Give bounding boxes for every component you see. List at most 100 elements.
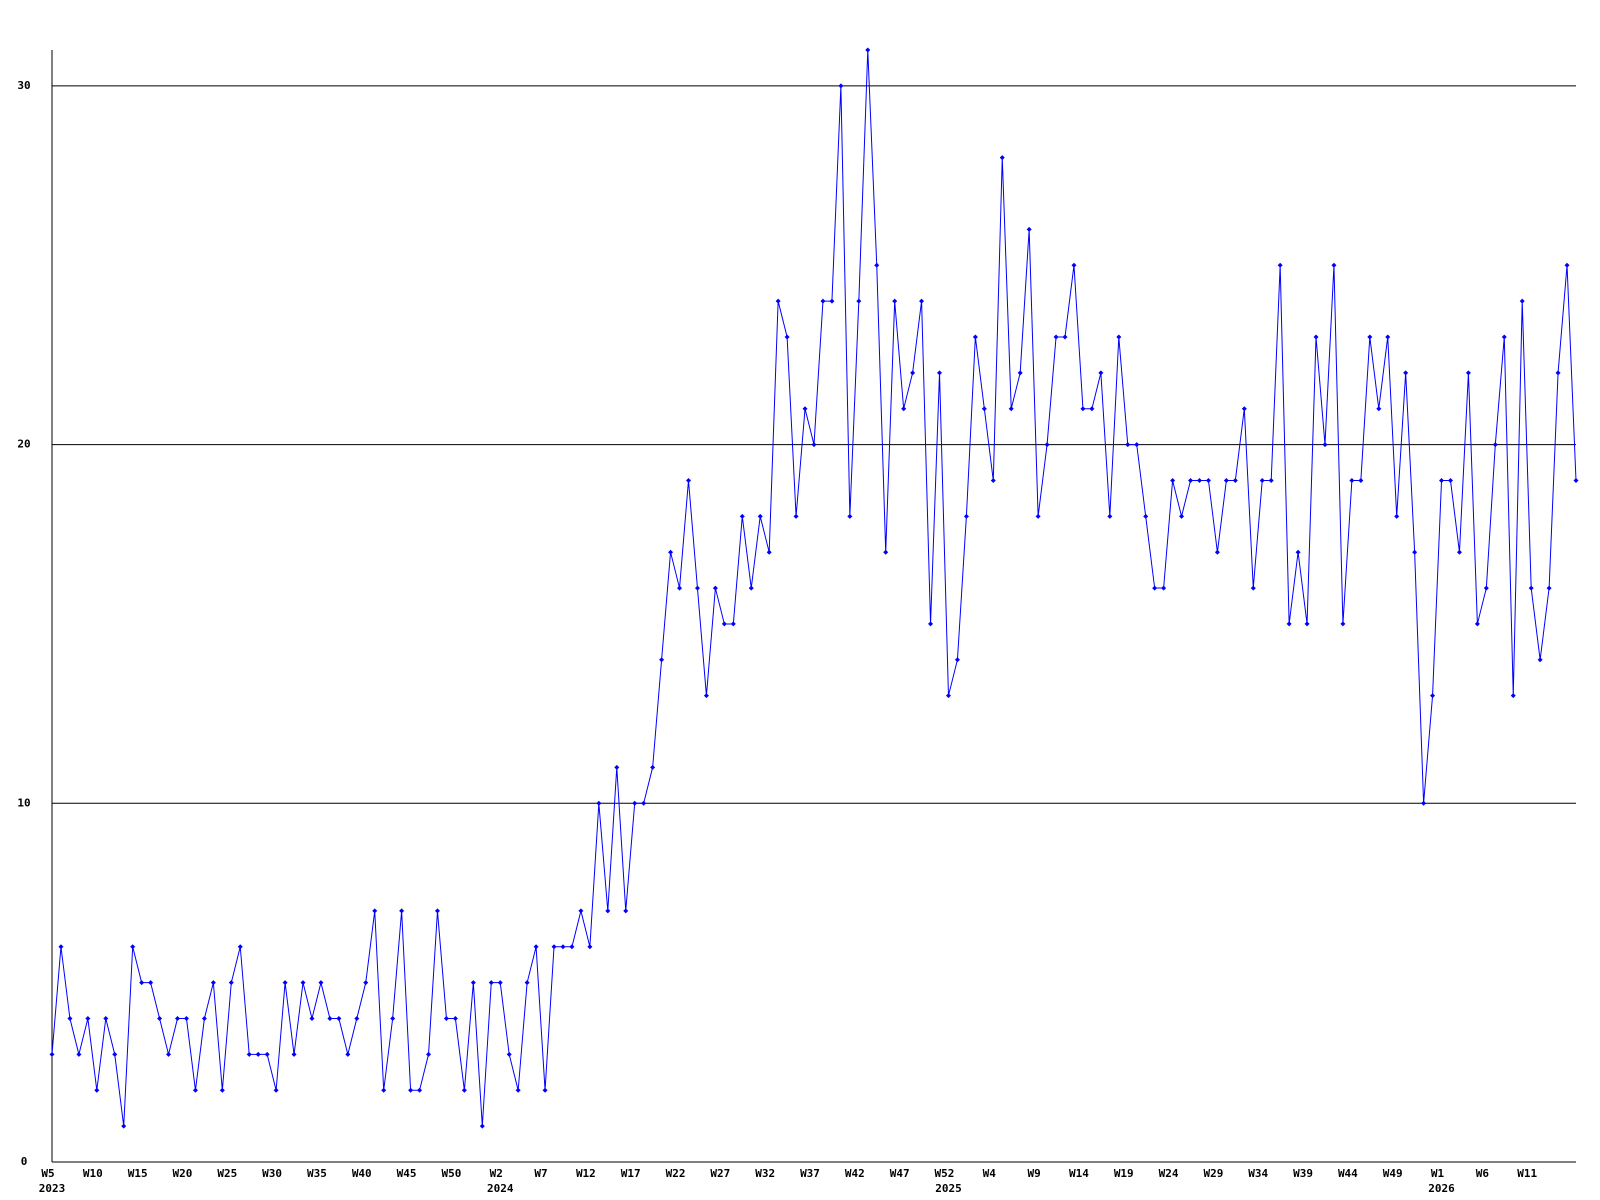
data-point <box>928 621 934 627</box>
data-point <box>1116 334 1122 340</box>
data-point <box>730 621 736 627</box>
data-point <box>1152 585 1158 591</box>
x-tick-label: W22 <box>666 1167 686 1180</box>
data-point <box>596 800 602 806</box>
data-point <box>255 1051 261 1057</box>
data-point <box>739 513 745 519</box>
data-point <box>1053 334 1059 340</box>
data-point <box>1170 477 1176 483</box>
x-tick-label: W19 <box>1114 1167 1134 1180</box>
data-point <box>883 549 889 555</box>
data-point <box>1304 621 1310 627</box>
data-point <box>121 1123 127 1129</box>
data-point <box>784 334 790 340</box>
data-point <box>94 1087 100 1093</box>
data-point <box>157 1016 163 1022</box>
data-point <box>892 298 898 304</box>
data-point <box>811 442 817 448</box>
data-point <box>999 155 1005 161</box>
data-point <box>793 513 799 519</box>
x-tick-label: W45 <box>397 1167 417 1180</box>
data-point <box>1161 585 1167 591</box>
data-point <box>1134 442 1140 448</box>
data-point <box>1394 513 1400 519</box>
data-point <box>1510 693 1516 699</box>
data-point <box>264 1051 270 1057</box>
data-point <box>1519 298 1525 304</box>
data-point <box>1143 513 1149 519</box>
data-point <box>434 908 440 914</box>
data-point <box>130 944 136 950</box>
data-point <box>1098 370 1104 376</box>
data-point <box>1331 262 1337 268</box>
data-point <box>1259 477 1265 483</box>
data-point <box>614 764 620 770</box>
data-point <box>318 980 324 986</box>
data-point <box>829 298 835 304</box>
data-point <box>1376 406 1382 412</box>
data-point <box>1528 585 1534 591</box>
x-tick-label: W35 <box>307 1167 327 1180</box>
x-tick-label: W42 <box>845 1167 865 1180</box>
x-tick-label: W37 <box>800 1167 820 1180</box>
data-point <box>76 1051 82 1057</box>
data-point <box>981 406 987 412</box>
data-point <box>103 1016 109 1022</box>
x-tick-label: W20 <box>173 1167 193 1180</box>
data-point <box>748 585 754 591</box>
data-point <box>542 1087 548 1093</box>
x-tick-label: W52 <box>935 1167 955 1180</box>
data-point <box>417 1087 423 1093</box>
data-point <box>569 944 575 950</box>
data-point <box>865 47 871 53</box>
data-point <box>1367 334 1373 340</box>
x-tick-label: W15 <box>128 1167 148 1180</box>
data-point <box>560 944 566 950</box>
data-point <box>1439 477 1445 483</box>
x-tick-label: W40 <box>352 1167 372 1180</box>
x-tick-label: W1 <box>1431 1167 1445 1180</box>
data-point <box>1232 477 1238 483</box>
x-tick-label: W39 <box>1293 1167 1313 1180</box>
data-point <box>327 1016 333 1022</box>
data-point <box>1125 442 1131 448</box>
data-point <box>623 908 629 914</box>
data-point <box>390 1016 396 1022</box>
data-point <box>85 1016 91 1022</box>
data-point <box>1062 334 1068 340</box>
data-point <box>1080 406 1086 412</box>
data-point <box>659 657 665 663</box>
data-point <box>1474 621 1480 627</box>
data-point <box>945 693 951 699</box>
data-point <box>901 406 907 412</box>
data-point <box>1313 334 1319 340</box>
data-point <box>524 980 530 986</box>
data-point <box>990 477 996 483</box>
y-tick-label: 20 <box>17 438 30 451</box>
x-tick-label: W27 <box>710 1167 730 1180</box>
data-point <box>641 800 647 806</box>
data-point <box>228 980 234 986</box>
data-point <box>1555 370 1561 376</box>
data-point <box>954 657 960 663</box>
data-point <box>1035 513 1041 519</box>
x-tick-label: W9 <box>1027 1167 1040 1180</box>
x-year-label: 2026 <box>1428 1182 1455 1195</box>
data-point <box>58 944 64 950</box>
data-point <box>443 1016 449 1022</box>
x-tick-label: W4 <box>983 1167 997 1180</box>
data-point <box>219 1087 225 1093</box>
data-point <box>712 585 718 591</box>
data-point <box>1179 513 1185 519</box>
data-point <box>1573 477 1579 483</box>
x-tick-label: W29 <box>1203 1167 1223 1180</box>
data-point <box>632 800 638 806</box>
data-point <box>963 513 969 519</box>
y-tick-label: 0 <box>21 1155 28 1168</box>
data-point <box>1026 226 1032 232</box>
x-year-label: 2024 <box>487 1182 514 1195</box>
data-point <box>1349 477 1355 483</box>
data-point <box>148 980 154 986</box>
